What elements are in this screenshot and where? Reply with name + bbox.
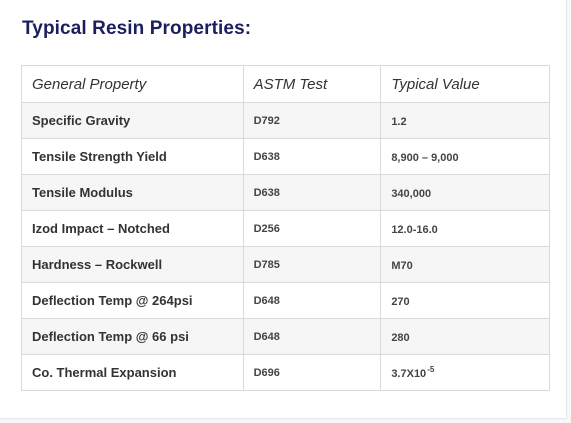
table-row: Deflection Temp @ 66 psi D648 280: [21, 318, 550, 355]
typical-value-cell: 340,000: [380, 174, 550, 211]
typical-value-cell: 1.2: [380, 102, 550, 139]
typical-value-cell: 3.7X10-5: [380, 354, 550, 391]
page-title: Typical Resin Properties:: [22, 18, 252, 39]
value-exponent: -5: [427, 365, 435, 374]
resin-properties-table: General Property ASTM Test Typical Value…: [21, 65, 550, 391]
typical-value-cell: 8,900 – 9,000: [380, 138, 550, 175]
astm-test-cell: D785: [242, 246, 382, 283]
astm-test-cell: D696: [242, 354, 382, 391]
value-text: M70: [391, 260, 413, 272]
astm-test-cell: D648: [242, 282, 382, 319]
property-cell: Izod Impact – Notched: [21, 210, 244, 247]
value-text: 8,900 – 9,000: [391, 152, 459, 164]
value-text: 280: [391, 332, 410, 344]
astm-test-cell: D792: [242, 102, 382, 139]
property-cell: Co. Thermal Expansion: [21, 354, 244, 391]
column-header-astm-test: ASTM Test: [242, 65, 382, 103]
typical-value-cell: 12.0-16.0: [380, 210, 550, 247]
value-text: 12.0-16.0: [391, 224, 438, 236]
typical-value-cell: 270: [380, 282, 550, 319]
astm-test-cell: D256: [242, 210, 382, 247]
property-cell: Deflection Temp @ 264psi: [21, 282, 244, 319]
table-row: Tensile Strength Yield D638 8,900 – 9,00…: [21, 138, 550, 175]
value-text: 270: [391, 296, 410, 308]
property-cell: Specific Gravity: [21, 102, 244, 139]
value-text: 1.2: [391, 116, 407, 128]
table-row: Co. Thermal Expansion D696 3.7X10-5: [21, 354, 550, 391]
table-row: Tensile Modulus D638 340,000: [21, 174, 550, 211]
property-cell: Hardness – Rockwell: [21, 246, 244, 283]
table-row: Specific Gravity D792 1.2: [21, 102, 550, 139]
value-text: 3.7X10: [391, 368, 427, 380]
property-cell: Tensile Strength Yield: [21, 138, 244, 175]
property-cell: Tensile Modulus: [21, 174, 244, 211]
astm-test-cell: D638: [242, 174, 382, 211]
table-header-row: General Property ASTM Test Typical Value: [21, 65, 550, 103]
table-row: Hardness – Rockwell D785 M70: [21, 246, 550, 283]
column-header-typical-value: Typical Value: [380, 65, 550, 103]
table-row: Deflection Temp @ 264psi D648 270: [21, 282, 550, 319]
property-cell: Deflection Temp @ 66 psi: [21, 318, 244, 355]
column-header-property: General Property: [21, 65, 244, 103]
value-text: 340,000: [391, 188, 432, 200]
astm-test-cell: D638: [242, 138, 382, 175]
typical-value-cell: 280: [380, 318, 550, 355]
astm-test-cell: D648: [242, 318, 382, 355]
table-row: Izod Impact – Notched D256 12.0-16.0: [21, 210, 550, 247]
typical-value-cell: M70: [380, 246, 550, 283]
